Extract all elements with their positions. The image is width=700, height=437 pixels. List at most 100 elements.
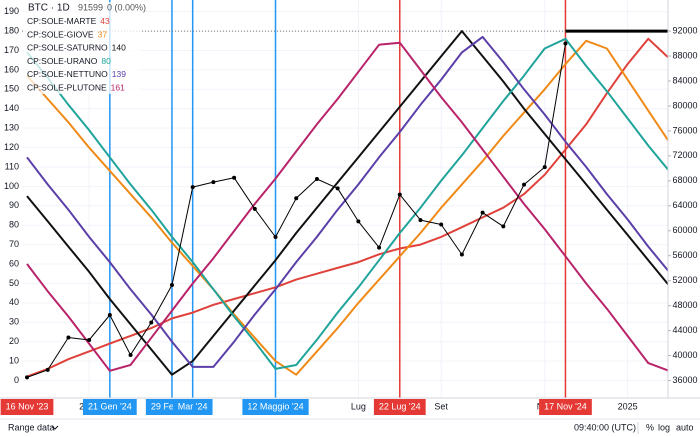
x-label-box [82,399,137,415]
y-tick-label: 150 [4,84,19,94]
y2-tick-label: 36000 [672,375,697,385]
legend-entry: CP:SOLE-PLUTONE 161 [27,83,125,93]
range-button[interactable]: Range data [8,422,55,432]
legend-name: CP:SOLE-GIOVE [27,30,94,40]
price-point [418,218,423,223]
y-tick-label: 60 [9,258,19,268]
y2-tick-label: 56000 [672,250,697,260]
price-point [439,222,444,227]
header-title: BTC · 1D [28,3,70,14]
y2-tick-label: 64000 [672,200,697,210]
clock: 09:40:00 (UTC) [574,422,636,432]
range-chevron [51,425,59,430]
legend-name: CP:SOLE-URANO [27,56,98,66]
x-tick-label: 17 Nov '24 [544,401,587,411]
series-line [26,30,668,376]
price-point [542,165,547,170]
y-tick-label: 10 [9,355,19,365]
legend-name: CP:SOLE-NETTUNO [27,69,108,79]
legend-entry: CP:SOLE-MARTE 43 [27,16,110,26]
x-label-box [242,399,309,415]
price-point [314,176,319,181]
y-tick-label: 160 [4,64,19,74]
y-tick-label: 70 [9,239,19,249]
price-point [25,375,29,380]
auto-toggle[interactable]: auto [676,422,694,432]
x-tick-label: 2025 [618,401,638,411]
series-line [26,39,668,376]
y2-tick-label: 88000 [672,50,697,60]
legend-entry: CP:SOLE-NETTUNO 139 [27,69,126,79]
price-point [87,337,92,342]
header-price: 91599 [78,2,103,12]
series-line [26,37,668,370]
price-point [294,196,299,201]
y2-tick-label: 60000 [672,225,697,235]
header-change: 0 (0.00%) [107,2,146,12]
legend-value: 43 [100,16,110,26]
price-point [501,224,506,229]
price-point [563,41,568,46]
legend-value: 161 [111,83,125,93]
y-tick-label: 190 [4,6,19,16]
x-label-box [172,399,213,415]
legend-name: CP:SOLE-PLUTONE [27,83,107,93]
x-label-box [539,399,592,415]
y2-tick-label: 72000 [672,150,697,160]
y-tick-label: 30 [9,317,19,327]
x-tick-label: Mar '24 [178,401,208,411]
price-point [522,182,527,187]
y2-tick-label: 48000 [672,300,697,310]
y2-tick-label: 76000 [672,125,697,135]
price-point [211,180,216,185]
log-toggle[interactable]: log [658,422,670,432]
legend-entry: CP:SOLE-URANO 80 [27,56,111,66]
y-tick-label: 50 [9,278,19,288]
x-tick-label: 21 Gen '24 [88,401,132,411]
y2-tick-label: 40000 [672,350,697,360]
x-tick-label: Set [434,401,448,411]
plot-area [22,0,668,398]
price-point [169,283,174,288]
price-point [45,367,50,372]
legend-name: CP:SOLE-MARTE [27,16,97,26]
x-tick-label: 16 Nov '23 [6,401,49,411]
y-tick-label: 180 [4,25,19,35]
y-tick-label: 130 [4,123,19,133]
price-point [232,175,237,180]
legend-value: 37 [98,30,108,40]
legend-background [24,2,142,94]
price-point [107,313,112,318]
y-tick-label: 20 [9,336,19,346]
price-point [149,320,154,325]
x-label-box [373,399,426,415]
price-point [356,219,361,224]
y2-tick-label: 52000 [672,275,697,285]
price-point [377,245,382,250]
legend-entry: CP:SOLE-GIOVE 37 [27,30,107,40]
legend-entry: CP:SOLE-SATURNO 140 [27,43,126,53]
y2-tick-label: 44000 [672,325,697,335]
y-tick-label: 0 [14,375,19,385]
y-tick-label: 120 [4,142,19,152]
price-point [190,185,195,190]
grid [22,0,668,398]
series-line [26,35,668,368]
x-tick-label: Lug [351,401,366,411]
price-point [480,210,485,215]
price-point [397,192,402,197]
y2-tick-label: 80000 [672,100,697,110]
y2-tick-label: 92000 [672,25,697,35]
y-tick-label: 80 [9,220,19,230]
price-point [459,252,464,257]
legend-value: 80 [101,56,111,66]
y-tick-label: 110 [5,161,19,171]
percent-toggle[interactable]: % [646,422,654,432]
y-tick-label: 90 [9,200,19,210]
x-tick-label: 22 Lug '24 [379,401,421,411]
series-line [26,41,668,372]
legend-name: CP:SOLE-SATURNO [27,43,108,53]
y-tick-label: 100 [4,181,19,191]
y-tick-label: 40 [9,297,19,307]
legend-value: 140 [112,43,126,53]
